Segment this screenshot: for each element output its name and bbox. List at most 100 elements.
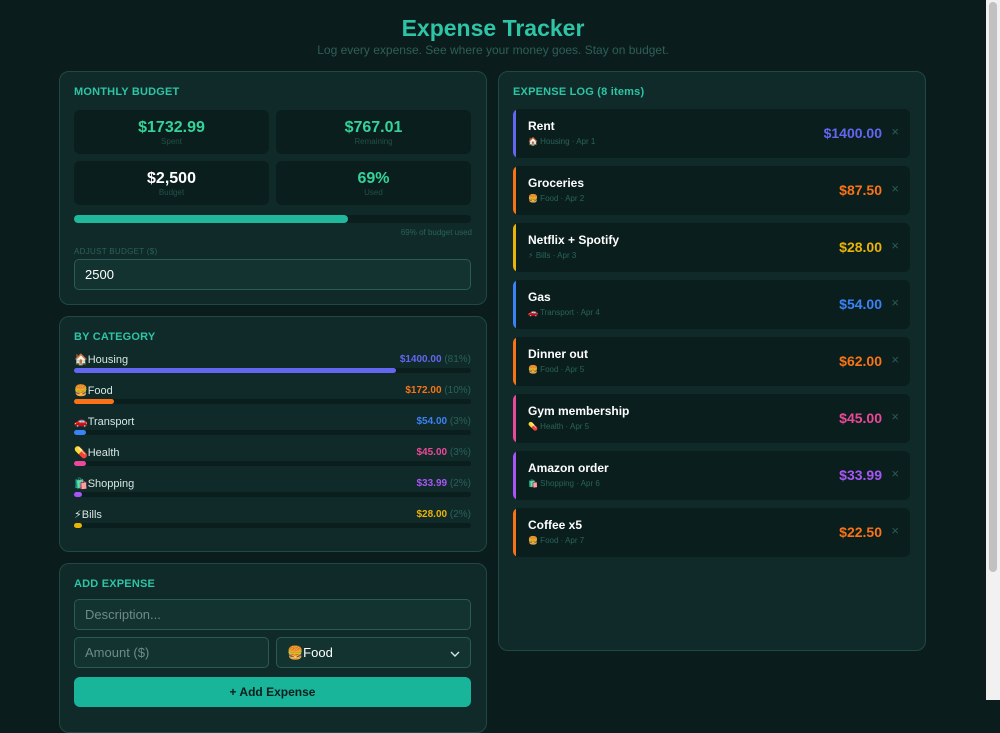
category-label: Housing <box>87 354 129 366</box>
add-expense-panel: ADD EXPENSE 🍔Food + Add Expense <box>59 563 487 733</box>
delete-icon[interactable]: × <box>891 181 899 196</box>
category-bar-fill <box>74 461 86 466</box>
expense-name: Gas <box>528 290 551 304</box>
amount-input[interactable] <box>74 637 269 668</box>
expense-category-stripe <box>513 394 516 443</box>
expense-amount: $22.50 <box>839 524 882 540</box>
category-icon: 🏠 <box>74 354 88 366</box>
category-row: 🛍️Shopping $33.99 (2%) <box>74 477 471 499</box>
expense-meta: 💊 Health · Apr 5 <box>528 422 590 431</box>
used-stat: 69% Used <box>276 161 471 205</box>
expense-entry: Amazon order 🛍️ Shopping · Apr 6 $33.99 × <box>513 451 910 500</box>
expense-entry: Gym membership 💊 Health · Apr 5 $45.00 × <box>513 394 910 443</box>
category-percent: (3%) <box>449 416 471 427</box>
budget-progress-bar <box>74 215 471 223</box>
expense-amount: $28.00 <box>839 239 882 255</box>
expense-amount: $62.00 <box>839 353 882 369</box>
category-label: Health <box>87 447 120 459</box>
page-title: Expense Tracker <box>401 15 585 41</box>
expense-log-title: EXPENSE LOG (8 items) <box>513 86 645 98</box>
category-amount-value: $1400.00 <box>399 354 442 365</box>
by-category-title: BY CATEGORY <box>74 331 156 343</box>
expense-log-panel: EXPENSE LOG (8 items) Rent 🏠 Housing · Ap… <box>498 71 926 651</box>
delete-icon[interactable]: × <box>891 466 899 481</box>
category-amount-value: $45.00 <box>416 447 448 458</box>
category-bar <box>74 523 471 528</box>
category-bar <box>74 430 471 435</box>
by-category-panel: BY CATEGORY 🏠Housing $1400.00 (81%) 🍔Food $… <box>59 316 487 552</box>
category-bar <box>74 492 471 497</box>
expense-entry: Rent 🏠 Housing · Apr 1 $1400.00 × <box>513 109 910 158</box>
expense-name: Coffee x5 <box>528 518 583 532</box>
category-select[interactable]: 🍔Food <box>276 637 471 668</box>
category-icon: 🚗 <box>74 416 88 428</box>
chevron-down-icon <box>450 645 460 660</box>
category-amount: $172.00 (10%) <box>405 385 471 396</box>
delete-icon[interactable]: × <box>891 295 899 310</box>
expense-category-stripe <box>513 337 516 386</box>
category-name: ⚡Bills <box>74 508 102 521</box>
category-amount-value: $54.00 <box>416 416 448 427</box>
category-label: Bills <box>81 509 102 521</box>
used-value: 69% <box>357 170 390 187</box>
category-bar-fill <box>74 492 82 497</box>
category-icon: ⚡ <box>74 509 82 521</box>
category-name: 🏠Housing <box>74 353 128 366</box>
category-percent: (2%) <box>449 478 471 489</box>
remaining-stat: $767.01 Remaining <box>276 110 471 154</box>
category-amount-value: $28.00 <box>416 509 448 520</box>
scrollbar-thumb[interactable] <box>989 2 997 572</box>
add-expense-button[interactable]: + Add Expense <box>74 677 471 707</box>
expense-meta: 🛍️ Shopping · Apr 6 <box>528 479 600 488</box>
delete-icon[interactable]: × <box>891 238 899 253</box>
budget-input[interactable] <box>74 259 471 290</box>
expense-entry: Gas 🚗 Transport · Apr 4 $54.00 × <box>513 280 910 329</box>
category-bar <box>74 399 471 404</box>
delete-icon[interactable]: × <box>891 352 899 367</box>
page-header: Expense Tracker Log every expense. See w… <box>0 14 986 57</box>
delete-icon[interactable]: × <box>891 124 899 139</box>
expense-meta: 🏠 Housing · Apr 1 <box>528 137 596 146</box>
category-amount: $33.99 (2%) <box>417 478 472 489</box>
category-bar-fill <box>74 368 396 373</box>
expense-amount: $33.99 <box>839 467 882 483</box>
expense-name: Dinner out <box>528 347 588 361</box>
category-amount-value: $172.00 <box>405 385 442 396</box>
description-input[interactable] <box>74 599 471 630</box>
category-percent: (3%) <box>449 447 471 458</box>
category-amount: $1400.00 (81%) <box>400 354 471 365</box>
category-bar-fill <box>74 523 82 528</box>
category-percent: (10%) <box>444 385 471 396</box>
expense-name: Rent <box>528 119 555 133</box>
category-icon: 🍔 <box>74 385 88 397</box>
page-scrollbar[interactable] <box>986 0 1000 700</box>
category-row: 🍔Food $172.00 (10%) <box>74 384 471 406</box>
delete-icon[interactable]: × <box>891 523 899 538</box>
expense-category-stripe <box>513 451 516 500</box>
category-name: 🍔Food <box>74 384 113 397</box>
category-row: 💊Health $45.00 (3%) <box>74 446 471 468</box>
expense-category-stripe <box>513 223 516 272</box>
expense-name: Groceries <box>528 176 585 190</box>
category-bar-fill <box>74 430 86 435</box>
category-bar <box>74 461 471 466</box>
expense-meta: 🍔 Food · Apr 7 <box>528 536 585 545</box>
expense-name: Netflix + Spotify <box>528 233 620 247</box>
budget-progress-fill <box>74 215 348 223</box>
spent-value: $1732.99 <box>138 119 205 136</box>
delete-icon[interactable]: × <box>891 409 899 424</box>
add-expense-title: ADD EXPENSE <box>74 578 156 590</box>
expense-category-stripe <box>513 280 516 329</box>
expense-category-stripe <box>513 109 516 158</box>
monthly-budget-title: MONTHLY BUDGET <box>74 86 180 98</box>
category-icon: 🛍️ <box>74 478 88 490</box>
category-amount-value: $33.99 <box>416 478 448 489</box>
category-label: Transport <box>87 416 135 428</box>
expense-meta: 🍔 Food · Apr 5 <box>528 365 585 374</box>
expense-name: Amazon order <box>528 461 609 475</box>
category-bar <box>74 368 471 373</box>
budget-value: $2,500 <box>147 170 196 187</box>
category-name: 🛍️Shopping <box>74 477 134 490</box>
category-row: ⚡Bills $28.00 (2%) <box>74 508 471 530</box>
expense-entry: Netflix + Spotify ⚡ Bills · Apr 3 $28.00 × <box>513 223 910 272</box>
